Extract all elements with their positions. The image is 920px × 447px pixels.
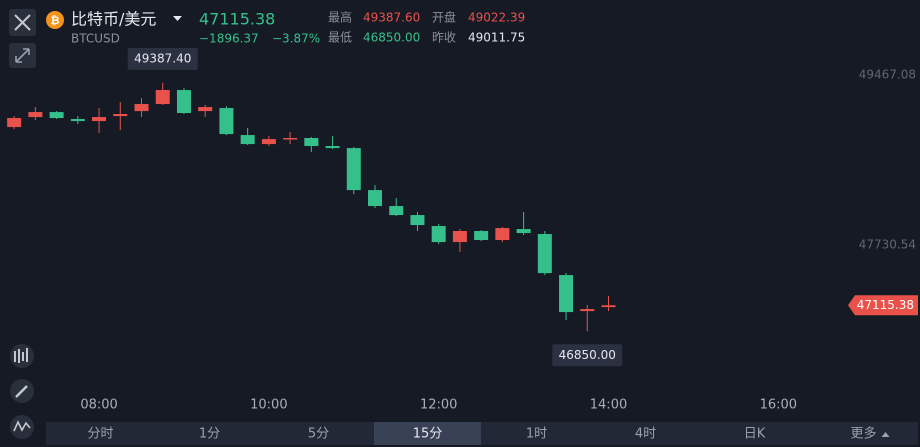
tab[interactable]: 更多	[850, 426, 876, 442]
indicator-tool[interactable]	[10, 344, 34, 368]
callout-label: 49387.40	[134, 51, 191, 65]
last-price: 47115.38	[199, 10, 275, 29]
x-tick-label: 12:00	[420, 398, 457, 413]
tab-active-bg	[374, 422, 481, 445]
candle-body	[92, 117, 107, 122]
stat-label: 开盘	[432, 10, 456, 25]
close-button[interactable]	[9, 9, 36, 36]
candle-body	[410, 215, 425, 226]
candle-body	[368, 190, 383, 207]
candle-body	[580, 309, 595, 312]
candle-body	[283, 138, 298, 140]
chart: 49467.08 47730.54 08:00 10:00 12:00 14:00 16:0…	[7, 47, 918, 413]
tab[interactable]: 15分	[413, 427, 443, 442]
x-tick-label: 10:00	[250, 398, 287, 413]
tab[interactable]: 分时	[87, 427, 113, 442]
coin-icon: ₿	[46, 11, 64, 29]
expand-button[interactable]	[9, 43, 36, 68]
callout-label: 46850.00	[559, 348, 616, 362]
candle-body	[49, 112, 64, 119]
stat-label: 最低	[328, 31, 352, 45]
candle-body	[601, 305, 616, 308]
candle-body	[7, 118, 22, 128]
line-tool[interactable]	[10, 415, 34, 439]
candle-body	[198, 107, 213, 112]
candle-body	[304, 138, 319, 147]
tabs: 分时 1分 5分 15分 1时 4时 日K 更多	[87, 422, 890, 445]
stat-label: 昨收	[432, 31, 456, 45]
candle-body	[516, 229, 531, 234]
candle-body	[537, 234, 552, 274]
x-tick-label: 16:00	[760, 398, 797, 413]
more-arrow[interactable]	[881, 432, 890, 437]
candle-body	[134, 104, 149, 112]
candle-body	[219, 108, 234, 135]
tab[interactable]: 1时	[526, 427, 547, 442]
stat-value: 49011.75	[468, 31, 525, 45]
last-price-tag	[848, 295, 918, 316]
candle-body	[559, 275, 574, 313]
candle-body	[70, 119, 85, 122]
tab-bar	[46, 422, 918, 445]
tab[interactable]: 5分	[308, 427, 329, 442]
stat-value: 49387.60	[363, 11, 420, 25]
price-change-pct: −3.87%	[272, 32, 320, 46]
draw-tool[interactable]	[10, 379, 34, 403]
y-tick-label: 49467.08	[859, 68, 916, 82]
candle-body	[176, 90, 191, 114]
candle-body	[389, 206, 404, 216]
x-tick-label: 14:00	[590, 398, 627, 413]
symbol-code: BTCUSD	[71, 32, 120, 46]
price-change: −1896.37	[199, 32, 259, 46]
stat-value: 46850.00	[363, 31, 420, 45]
callout-box	[127, 47, 198, 70]
stat-value: 49022.39	[468, 11, 525, 25]
candle-body	[495, 228, 510, 241]
candle-body	[431, 226, 446, 243]
candle-body	[155, 90, 170, 105]
candle-body	[113, 114, 128, 117]
candle-body	[346, 148, 361, 191]
x-tick-label: 08:00	[80, 398, 117, 413]
stat-label: 最高	[328, 10, 352, 25]
callout-box	[552, 344, 623, 367]
candle-body	[261, 139, 276, 145]
y-tick-label: 47730.54	[859, 238, 916, 252]
candle-body	[452, 231, 467, 243]
last-price-label: 47115.38	[857, 298, 914, 312]
svg-text:₿: ₿	[51, 14, 60, 27]
candle-body	[474, 231, 489, 241]
symbol-title[interactable]: 比特币/美元	[71, 10, 156, 29]
tab[interactable]: 4时	[635, 427, 656, 442]
candle-body	[28, 112, 43, 118]
dropdown-arrow[interactable]	[173, 16, 182, 21]
candle-body	[240, 135, 255, 145]
tab[interactable]: 日K	[744, 427, 766, 442]
tab[interactable]: 1分	[199, 427, 220, 442]
candle-body	[325, 146, 340, 149]
